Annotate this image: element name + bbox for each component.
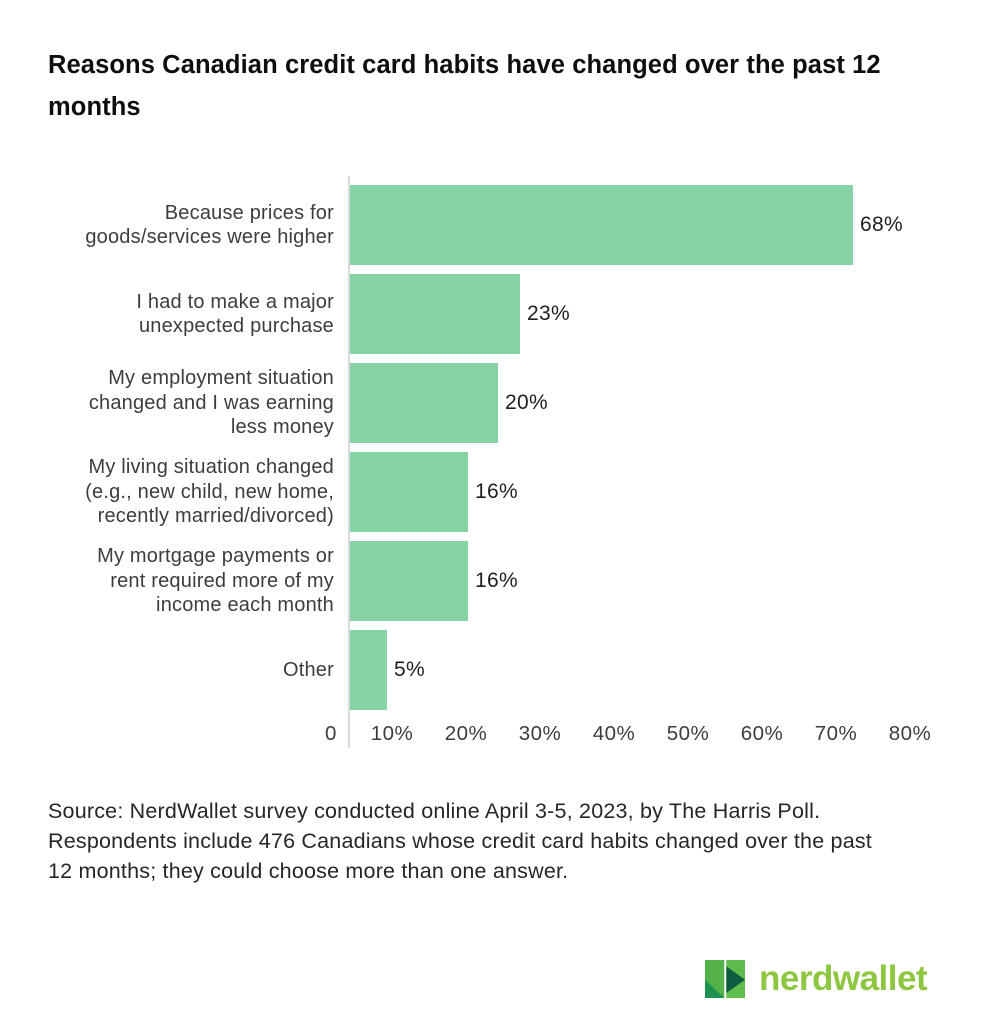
category-label: Because prices for goods/services were h…	[85, 201, 334, 249]
category-label: Other	[282, 658, 334, 681]
x-tick-label: 30%	[518, 722, 562, 745]
bar-row: My living situation changed (e.g., new c…	[0, 452, 990, 532]
value-label: 23%	[527, 302, 570, 325]
bar	[350, 630, 387, 710]
bar-row: Other 5%	[0, 630, 990, 710]
source-note: Source: NerdWallet survey conducted onli…	[48, 799, 872, 883]
bar-chart: Because prices for goods/services were h…	[0, 176, 990, 756]
category-label: My employment situation changed and I wa…	[88, 367, 334, 439]
nerdwallet-logo: nerdwallet	[705, 957, 928, 1001]
x-tick-label: 70%	[814, 722, 858, 745]
x-tick-label: 20%	[444, 722, 488, 745]
value-label: 16%	[475, 569, 518, 592]
category-label: I had to make a major unexpected purchas…	[136, 290, 334, 338]
bar	[350, 363, 498, 443]
x-tick-label: 40%	[592, 722, 636, 745]
category-label: My living situation changed (e.g., new c…	[85, 456, 334, 528]
value-label: 68%	[860, 213, 903, 236]
category-label: My mortgage payments or rent required mo…	[97, 545, 334, 617]
bar-row: Because prices for goods/services were h…	[0, 185, 990, 265]
bar-row: My mortgage payments or rent required mo…	[0, 541, 990, 621]
bar	[350, 185, 853, 265]
bar	[350, 541, 468, 621]
bar-row: My employment situation changed and I wa…	[0, 363, 990, 443]
x-tick-label: 50%	[666, 722, 710, 745]
nerdwallet-wordmark: nerdwallet	[759, 959, 928, 998]
bar-row: I had to make a major unexpected purchas…	[0, 274, 990, 354]
x-tick-label: 80%	[888, 722, 932, 745]
x-tick-label: 0	[325, 722, 337, 745]
bar	[350, 274, 520, 354]
x-tick-label: 10%	[370, 722, 414, 745]
value-label: 16%	[475, 480, 518, 503]
value-label: 20%	[505, 391, 548, 414]
value-label: 5%	[394, 658, 425, 681]
nerdwallet-mark-icon	[705, 960, 745, 998]
x-tick-label: 60%	[740, 722, 784, 745]
bar	[350, 452, 468, 532]
page-title: Reasons Canadian credit card habits have…	[48, 51, 881, 121]
y-axis-line	[348, 176, 350, 748]
